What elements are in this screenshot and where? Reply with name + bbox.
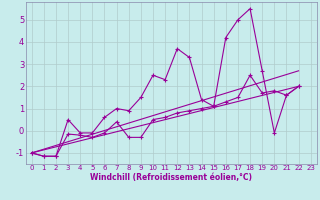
X-axis label: Windchill (Refroidissement éolien,°C): Windchill (Refroidissement éolien,°C) [90, 173, 252, 182]
